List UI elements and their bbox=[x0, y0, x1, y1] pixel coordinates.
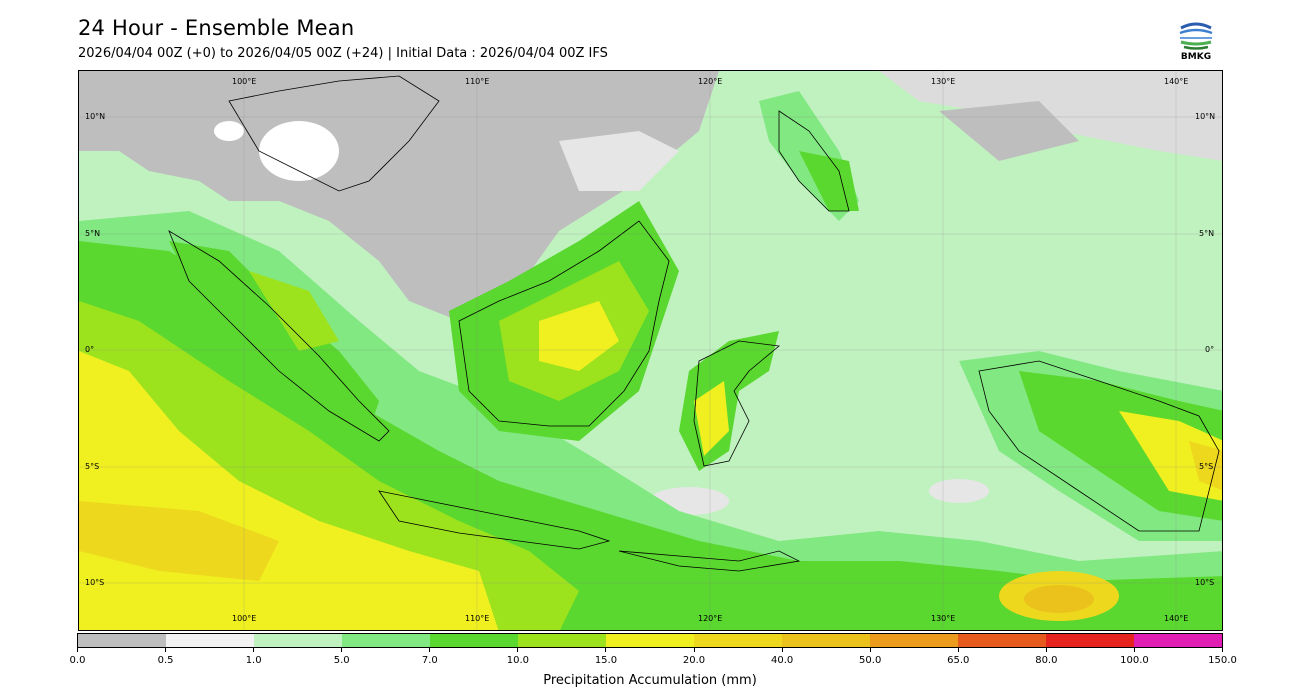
page-subtitle: 2026/04/04 00Z (+0) to 2026/04/05 00Z (+… bbox=[78, 46, 608, 61]
lat-label-left: 0° bbox=[85, 345, 95, 354]
colorbar-segment bbox=[606, 634, 694, 647]
colorbar-tick-label: 100.0 bbox=[1120, 655, 1149, 666]
logo-text: BMKG bbox=[1180, 52, 1212, 62]
lon-label-bottom: 120°E bbox=[698, 614, 723, 623]
colorbar-segment bbox=[782, 634, 870, 647]
lon-label-top: 130°E bbox=[931, 77, 956, 86]
lat-label-right: 10°N bbox=[1195, 112, 1216, 121]
colorbar-segment bbox=[1046, 634, 1134, 647]
colorbar-tick bbox=[77, 648, 78, 652]
colorbar-tick bbox=[165, 648, 167, 652]
lat-label-right: 5°S bbox=[1199, 462, 1214, 471]
page-title: 24 Hour - Ensemble Mean bbox=[78, 16, 355, 40]
colorbar-tick-label: 20.0 bbox=[682, 655, 706, 666]
lon-label-bottom: 110°E bbox=[465, 614, 490, 623]
colorbar-tick-label: 0.5 bbox=[157, 655, 174, 666]
colorbar-tick-label: 150.0 bbox=[1208, 655, 1237, 666]
colorbar-tick bbox=[1222, 648, 1223, 652]
lat-label-left: 10°S bbox=[85, 578, 105, 587]
colorbar-tick-label: 40.0 bbox=[770, 655, 794, 666]
colorbar-tick bbox=[957, 648, 959, 652]
colorbar-tick bbox=[341, 648, 343, 652]
colorbar-tick-label: 1.0 bbox=[245, 655, 262, 666]
colorbar-segment bbox=[342, 634, 430, 647]
colorbar-tick bbox=[253, 648, 255, 652]
bmkg-logo-icon bbox=[1174, 18, 1218, 66]
colorbar-tick-label: 50.0 bbox=[859, 655, 882, 666]
colorbar-tick bbox=[605, 648, 607, 652]
lon-label-top: 120°E bbox=[698, 77, 723, 86]
colorbar-tick-label: 80.0 bbox=[1035, 655, 1058, 666]
colorbar-tick-label: 15.0 bbox=[594, 655, 618, 666]
colorbar-segment bbox=[518, 634, 606, 647]
colorbar-segment bbox=[694, 634, 782, 647]
colorbar-tick bbox=[869, 648, 871, 652]
colorbar-tick bbox=[1045, 648, 1047, 652]
colorbar-segment bbox=[870, 634, 958, 647]
colorbar-tick bbox=[781, 648, 783, 652]
lat-label-right: 10°S bbox=[1195, 578, 1215, 587]
colorbar-tick-label: 10.0 bbox=[506, 655, 530, 666]
colorbar-tick bbox=[429, 648, 431, 652]
lon-label-top: 110°E bbox=[465, 77, 490, 86]
colorbar-tick-label: 65.0 bbox=[947, 655, 970, 666]
colorbar-segment bbox=[958, 634, 1046, 647]
lon-label-bottom: 140°E bbox=[1164, 614, 1189, 623]
precipitation-colorbar bbox=[77, 633, 1223, 648]
lat-label-right: 5°N bbox=[1199, 229, 1215, 238]
colorbar-tick-label: 0.0 bbox=[69, 655, 86, 666]
colorbar-tick bbox=[693, 648, 695, 652]
lon-label-top: 140°E bbox=[1164, 77, 1189, 86]
lon-label-bottom: 130°E bbox=[931, 614, 956, 623]
lon-label-bottom: 100°E bbox=[232, 614, 257, 623]
lat-label-left: 5°S bbox=[85, 462, 100, 471]
colorbar-tick-label: 7.0 bbox=[421, 655, 438, 666]
colorbar-tick bbox=[1133, 648, 1135, 652]
lat-label-right: 0° bbox=[1205, 345, 1215, 354]
colorbar-segment bbox=[1134, 634, 1222, 647]
colorbar-tick bbox=[517, 648, 519, 652]
colorbar-segment bbox=[78, 634, 166, 647]
colorbar-label: Precipitation Accumulation (mm) bbox=[543, 673, 757, 688]
colorbar-segment bbox=[254, 634, 342, 647]
colorbar-tick-label: 5.0 bbox=[333, 655, 350, 666]
colorbar-segment bbox=[166, 634, 254, 647]
lat-label-left: 5°N bbox=[85, 229, 101, 238]
lat-label-left: 10°N bbox=[85, 112, 106, 121]
precipitation-map: 100°E 110°E 120°E 130°E 140°E 100°E 110°… bbox=[78, 70, 1223, 631]
lon-label-top: 100°E bbox=[232, 77, 257, 86]
colorbar-segment bbox=[430, 634, 518, 647]
